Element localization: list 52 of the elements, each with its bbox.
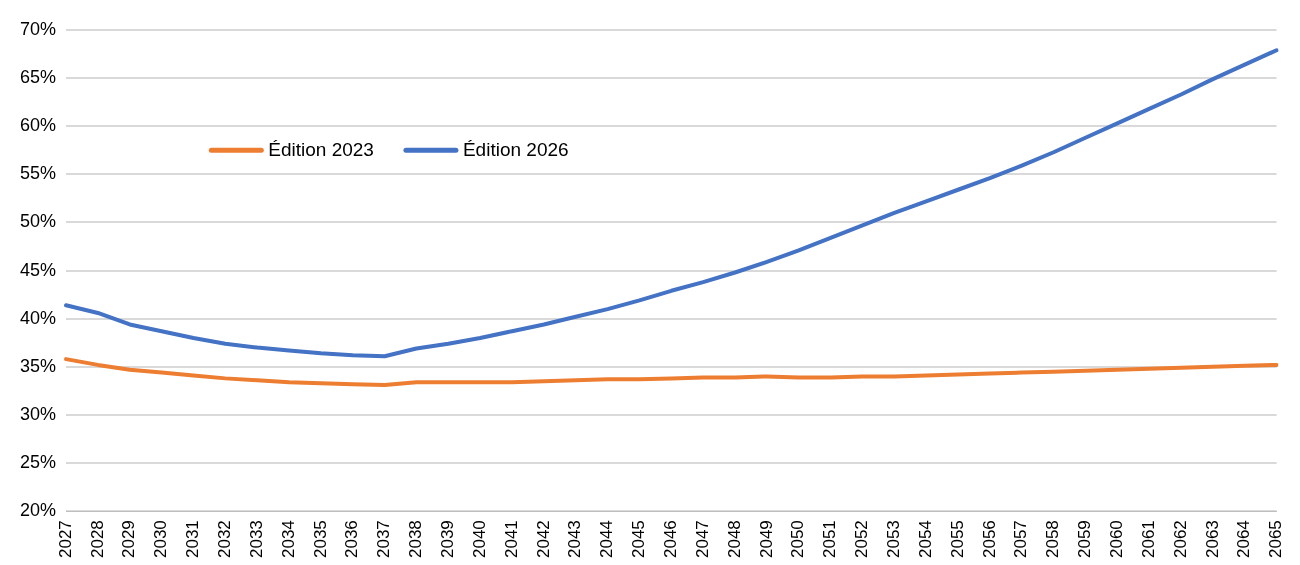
x-tick-label: 2063 — [1202, 520, 1222, 559]
x-tick-label: 2049 — [756, 520, 776, 559]
legend-label: Édition 2023 — [268, 138, 374, 160]
x-tick-label: 2033 — [246, 520, 266, 559]
y-tick-label: 60% — [20, 115, 57, 136]
y-tick-label: 20% — [20, 500, 57, 521]
y-tick-label: 30% — [20, 403, 57, 424]
x-tick-label: 2039 — [438, 520, 457, 559]
x-tick-label: 2057 — [1011, 520, 1031, 559]
x-tick-label: 2032 — [215, 520, 234, 559]
x-tick-label: 2048 — [724, 520, 744, 559]
x-tick-label: 2050 — [788, 520, 808, 559]
x-tick-label: 2052 — [852, 520, 872, 559]
x-tick-label: 2045 — [629, 520, 649, 559]
x-tick-label: 2041 — [501, 520, 521, 559]
x-tick-label: 2058 — [1043, 520, 1063, 559]
x-tick-label: 2040 — [469, 520, 489, 559]
y-tick-label: 40% — [20, 307, 57, 328]
x-tick-label: 2065 — [1266, 520, 1286, 559]
x-tick-label: 2055 — [947, 520, 967, 559]
x-tick-label: 2038 — [406, 520, 426, 559]
x-tick-label: 2053 — [884, 520, 903, 559]
x-tick-label: 2061 — [1138, 520, 1158, 559]
x-tick-label: 2028 — [87, 520, 107, 559]
x-tick-label: 2034 — [278, 520, 298, 559]
y-tick-label: 55% — [20, 163, 57, 184]
x-tick-label: 2051 — [820, 520, 840, 559]
x-tick-label: 2060 — [1107, 520, 1126, 559]
x-tick-label: 2044 — [597, 520, 617, 559]
x-tick-label: 2043 — [565, 520, 585, 559]
x-tick-label: 2042 — [533, 520, 553, 559]
x-tick-label: 2031 — [183, 520, 203, 559]
y-tick-label: 65% — [20, 67, 57, 88]
x-tick-label: 2030 — [151, 520, 171, 559]
x-tick-label: 2056 — [979, 520, 999, 559]
x-tick-label: 2035 — [310, 520, 330, 559]
x-tick-label: 2029 — [119, 520, 139, 559]
x-tick-label: 2027 — [55, 520, 75, 559]
x-tick-label: 2036 — [342, 520, 362, 559]
y-tick-label: 45% — [20, 259, 57, 280]
y-tick-label: 70% — [20, 18, 57, 39]
x-tick-label: 2047 — [692, 520, 712, 559]
x-tick-label: 2062 — [1170, 520, 1190, 559]
x-tick-label: 2046 — [661, 520, 680, 559]
y-tick-label: 50% — [20, 211, 57, 232]
x-tick-label: 2037 — [374, 520, 394, 559]
legend-label: Édition 2026 — [462, 138, 569, 160]
x-tick-label: 2064 — [1234, 520, 1254, 559]
x-tick-label: 2054 — [915, 520, 935, 559]
x-tick-label: 2059 — [1075, 520, 1095, 559]
y-tick-label: 25% — [20, 452, 57, 473]
y-tick-label: 35% — [20, 355, 57, 376]
